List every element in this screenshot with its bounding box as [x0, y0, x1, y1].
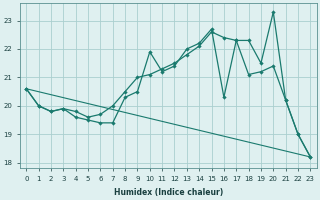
X-axis label: Humidex (Indice chaleur): Humidex (Indice chaleur)	[114, 188, 223, 197]
